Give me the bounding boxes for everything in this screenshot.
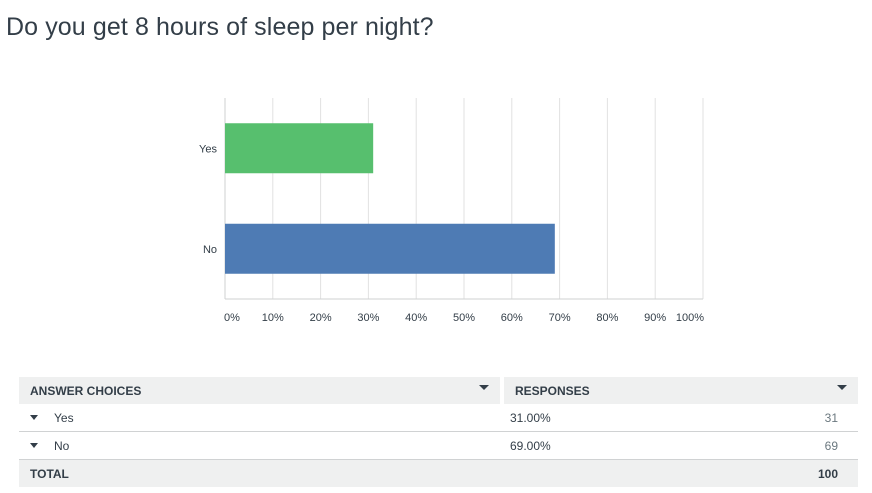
- table-header-row: ANSWER CHOICES RESPONSES: [19, 377, 858, 404]
- x-tick-label: 20%: [310, 312, 332, 324]
- responses-header-label: RESPONSES: [515, 383, 590, 398]
- table-row: No 69.00% 69: [19, 431, 858, 460]
- answer-choices-header[interactable]: ANSWER CHOICES: [19, 377, 504, 404]
- x-tick-label: 100%: [676, 312, 704, 324]
- response-count: 69: [697, 431, 858, 460]
- response-percent: 69.00%: [502, 431, 698, 460]
- results-table: ANSWER CHOICES RESPONSES Yes 31.00% 31 N…: [19, 377, 858, 487]
- total-row: TOTAL 100: [19, 459, 858, 487]
- sort-down-icon[interactable]: [479, 385, 489, 390]
- response-percent: 31.00%: [502, 404, 698, 432]
- x-tick-label: 50%: [453, 312, 475, 324]
- answer-choice-label: Yes: [54, 410, 74, 425]
- question-title: Do you get 8 hours of sleep per night?: [6, 13, 434, 41]
- answer-choices-header-label: ANSWER CHOICES: [30, 383, 142, 398]
- caret-down-icon[interactable]: [30, 414, 38, 420]
- bar-chart: 0% 10% 20% 30% 40% 50% 60% 70% 80% 90% 100% Yes No: [199, 98, 704, 324]
- x-tick-label: 90%: [644, 312, 666, 324]
- caret-down-icon[interactable]: [30, 442, 38, 448]
- x-tick-label: 70%: [549, 312, 571, 324]
- x-tick-label: 60%: [501, 312, 523, 324]
- bar-no: [225, 223, 555, 274]
- x-tick-label: 80%: [596, 312, 618, 324]
- x-tick-label: 10%: [262, 312, 284, 324]
- answer-choice-cell: No: [19, 431, 502, 460]
- response-count: 31: [697, 404, 858, 432]
- total-label: TOTAL: [19, 459, 502, 487]
- y-category-label: Yes: [199, 143, 217, 155]
- total-count: 100: [697, 459, 858, 487]
- answer-choice-cell: Yes: [19, 404, 502, 432]
- sort-down-icon[interactable]: [837, 385, 847, 390]
- x-tick-label: 40%: [405, 312, 427, 324]
- responses-header[interactable]: RESPONSES: [502, 377, 858, 404]
- y-category-label: No: [203, 244, 217, 256]
- x-tick-label: 30%: [357, 312, 379, 324]
- bar-yes: [225, 123, 374, 174]
- answer-choice-label: No: [54, 438, 70, 453]
- x-tick-label: 0%: [224, 312, 240, 324]
- table-row: Yes 31.00% 31: [19, 404, 858, 432]
- total-spacer: [502, 459, 698, 487]
